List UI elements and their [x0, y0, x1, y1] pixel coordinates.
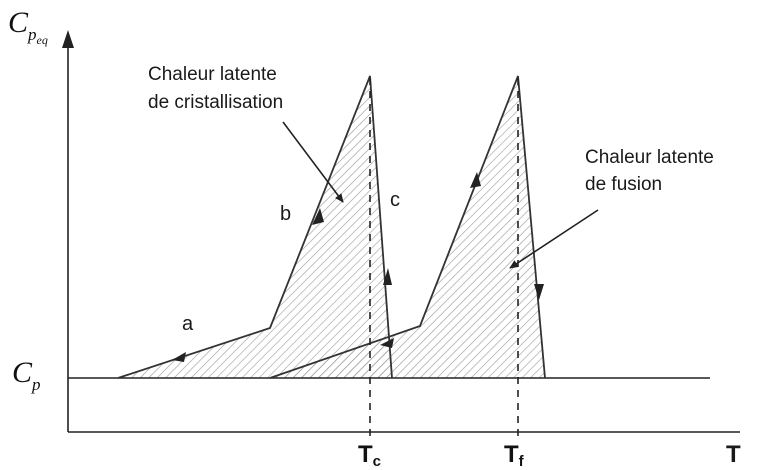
arrow-fusion-rise2-icon: [380, 338, 394, 348]
x-axis-label: T: [726, 441, 741, 468]
tf-label: Tf: [504, 441, 525, 470]
y-axis-label: Cpeq: [8, 6, 48, 47]
crystallization-curve: [117, 75, 393, 379]
arrow-fusion-rise-icon: [470, 172, 481, 188]
segment-b-label: b: [280, 203, 291, 225]
arrow-b-icon: [312, 208, 324, 225]
tc-label: Tc: [358, 441, 381, 470]
arrow-a-icon: [172, 352, 186, 362]
fusion-pointer: [509, 209, 599, 269]
y-axis-arrow-icon: [62, 30, 74, 48]
fusion-hatched-area: [270, 76, 545, 378]
fusion-label-line2: de fusion: [585, 174, 662, 195]
crystallization-pointer: [282, 121, 344, 203]
crystallization-label-line2: de cristallisation: [148, 92, 283, 113]
arrow-c-up-icon: [383, 268, 392, 285]
segment-c-label: c: [390, 189, 400, 211]
fusion-curve: [269, 75, 546, 379]
fusion-label-line1: Chaleur latente: [585, 147, 714, 168]
segment-a-label: a: [182, 313, 194, 335]
crystallization-hatched-area: [118, 76, 392, 378]
arrow-fusion-down-icon: [534, 284, 544, 300]
crystallization-label-line1: Chaleur latente: [148, 64, 277, 85]
cp-baseline-label: Cp: [12, 356, 41, 394]
